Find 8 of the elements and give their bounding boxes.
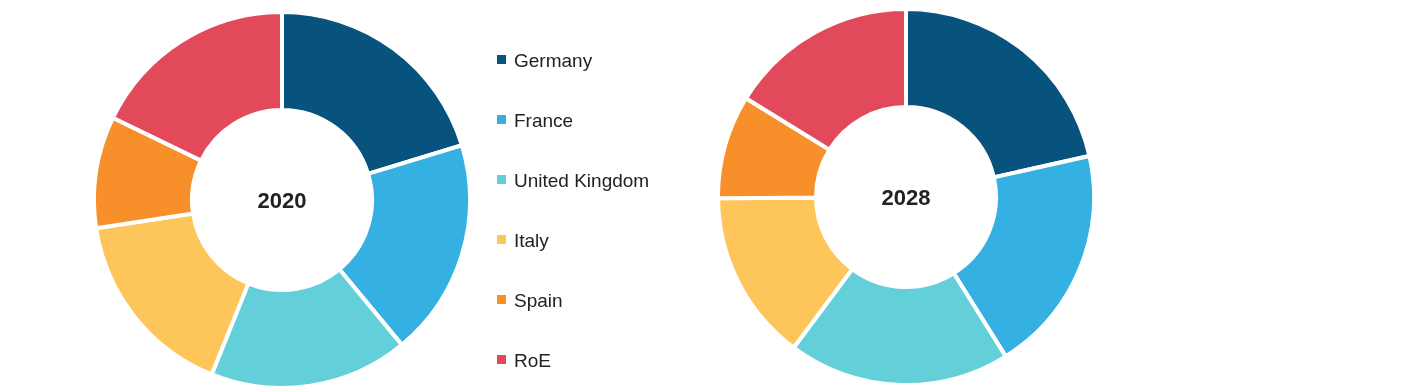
legend-label: Germany	[514, 49, 593, 71]
legend-label: United Kingdom	[514, 169, 650, 191]
slice-label: 2020	[257, 187, 307, 213]
legend-label: Spain	[514, 289, 563, 311]
legend-label: France	[514, 109, 574, 131]
slice-label: 2028	[881, 184, 931, 210]
legend-label: Italy	[514, 229, 550, 251]
legend-label: RoE	[514, 349, 551, 371]
